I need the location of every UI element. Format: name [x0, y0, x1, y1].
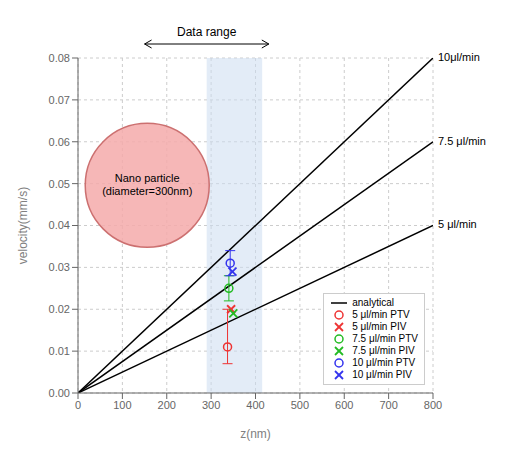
svg-text:5 μl/min: 5 μl/min: [438, 218, 477, 230]
svg-text:z(nm): z(nm): [240, 427, 271, 441]
svg-text:0.02: 0.02: [49, 303, 70, 315]
svg-text:7.5 μl/min: 7.5 μl/min: [438, 135, 486, 147]
svg-text:0.03: 0.03: [49, 261, 70, 273]
svg-text:600: 600: [335, 399, 353, 411]
svg-text:100: 100: [113, 399, 131, 411]
html-text:7.5 μl/min PIV: 7.5 μl/min PIV: [352, 345, 415, 356]
svg-text:400: 400: [246, 399, 264, 411]
svg-text:0.08: 0.08: [49, 52, 70, 64]
svg-text:0: 0: [75, 399, 81, 411]
svg-text:300: 300: [202, 399, 220, 411]
svg-text:0.04: 0.04: [49, 219, 70, 231]
html-text:10 μl/min PIV: 10 μl/min PIV: [352, 369, 412, 380]
svg-text:200: 200: [158, 399, 176, 411]
svg-text:velocity(mm/s): velocity(mm/s): [16, 187, 30, 264]
html-text:5 μl/min PTV: 5 μl/min PTV: [352, 309, 410, 320]
html-text:10 μl/min PTV: 10 μl/min PTV: [352, 357, 416, 368]
svg-text:0.01: 0.01: [49, 345, 70, 357]
svg-text:0.07: 0.07: [49, 94, 70, 106]
svg-text:700: 700: [379, 399, 397, 411]
svg-text:800: 800: [424, 399, 442, 411]
svg-text:0.00: 0.00: [49, 387, 70, 399]
svg-text:500: 500: [291, 399, 309, 411]
html-text:analytical: analytical: [352, 297, 394, 308]
svg-text:0.05: 0.05: [49, 178, 70, 190]
svg-text:10μl/min: 10μl/min: [438, 51, 480, 63]
svg-text:Nano particle(diameter=300nm): Nano particle(diameter=300nm): [102, 172, 192, 197]
html-text:5 μl/min PIV: 5 μl/min PIV: [352, 321, 407, 332]
svg-text:Data range: Data range: [177, 25, 237, 39]
svg-text:0.06: 0.06: [49, 136, 70, 148]
html-text:7.5 μl/min PTV: 7.5 μl/min PTV: [352, 333, 418, 344]
